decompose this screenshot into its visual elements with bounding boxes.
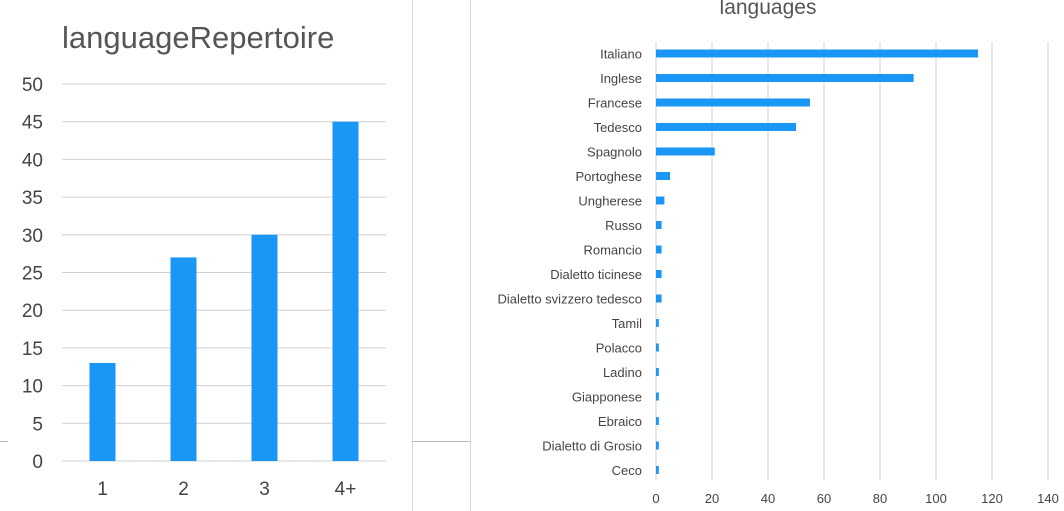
bar-italiano xyxy=(656,49,978,58)
language-repertoire-panel: languageRepertoire 0 5 10 15 20 25 30 35 40 45 50 1… xyxy=(0,0,413,511)
x-tick-label: 2 xyxy=(178,479,189,500)
category-label: Polacco xyxy=(596,341,642,356)
x-tick-label: 1 xyxy=(97,479,108,500)
category-label: Giapponese xyxy=(572,390,642,405)
divider-middle xyxy=(412,441,470,442)
y-tick-label: 5 xyxy=(32,414,43,435)
bar-tamil xyxy=(656,319,659,327)
y-tick-label: 45 xyxy=(22,113,43,134)
y-tick-label: 20 xyxy=(22,301,43,322)
bar-ebraico xyxy=(656,417,659,425)
bar-ungherese xyxy=(656,196,665,205)
y-tick-label: 40 xyxy=(22,150,43,171)
language-repertoire-chart: 0 5 10 15 20 25 30 35 40 45 50 1 2 3 4+ xyxy=(22,75,386,500)
languages-panel: languages 0 20 40 60 80 100 120 140 Italiano Ingl… xyxy=(470,0,1064,511)
y-tick-label: 30 xyxy=(22,226,43,247)
bar-dialetto-ticinese xyxy=(656,270,662,278)
category-label: Portoghese xyxy=(576,169,643,184)
bar-inglese xyxy=(656,74,914,82)
bar-polacco xyxy=(656,343,659,352)
bar-dialetto-di-grosio xyxy=(656,441,659,450)
category-label: Dialetto di Grosio xyxy=(542,439,642,454)
x-tick-label: 120 xyxy=(981,491,1003,506)
bar-romancio xyxy=(656,245,662,254)
bar-ceco xyxy=(656,466,659,474)
y-tick-label: 15 xyxy=(22,339,43,360)
category-label: Francese xyxy=(588,96,642,111)
x-tick-label: 3 xyxy=(259,479,270,500)
x-tick-label: 100 xyxy=(925,491,947,506)
y-tick-label: 0 xyxy=(32,452,43,473)
bar-spagnolo xyxy=(656,147,715,156)
y-tick-label: 50 xyxy=(22,75,43,96)
x-tick-label: 60 xyxy=(817,491,831,506)
bar-giapponese xyxy=(656,392,659,401)
x-tick-label: 4+ xyxy=(335,479,357,500)
bar-russo xyxy=(656,221,662,229)
x-tick-label: 80 xyxy=(873,491,887,506)
bar-francese xyxy=(656,98,810,107)
bar-2 xyxy=(170,257,197,461)
bar-4+ xyxy=(332,121,359,461)
chart-title-language-repertoire: languageRepertoire xyxy=(62,20,335,55)
bar-ladino xyxy=(656,368,659,376)
chart-title-languages: languages xyxy=(719,0,817,19)
category-label: Dialetto svizzero tedesco xyxy=(497,292,642,307)
x-tick-label: 0 xyxy=(652,491,659,506)
divider-left xyxy=(0,441,8,442)
category-label: Spagnolo xyxy=(587,145,642,160)
category-label: Tamil xyxy=(612,316,642,331)
x-tick-label: 20 xyxy=(705,491,719,506)
languages-chart: 0 20 40 60 80 100 120 140 Italiano Inglese Frances… xyxy=(497,42,1059,506)
category-label: Italiano xyxy=(600,47,642,62)
category-label: Russo xyxy=(605,218,642,233)
bar-dialetto-svizzero-tedesco xyxy=(656,294,662,303)
category-label: Tedesco xyxy=(594,120,642,135)
bar-portoghese xyxy=(656,172,670,180)
category-label: Ungherese xyxy=(578,194,642,209)
category-label: Ebraico xyxy=(598,414,642,429)
bar-3 xyxy=(251,234,278,461)
category-label: Romancio xyxy=(583,243,642,258)
category-label: Ladino xyxy=(603,365,642,380)
y-tick-label: 25 xyxy=(22,264,43,285)
bar-1 xyxy=(89,362,116,461)
category-label: Ceco xyxy=(612,463,642,478)
y-tick-label: 35 xyxy=(22,188,43,209)
x-tick-label: 140 xyxy=(1037,491,1059,506)
category-label: Inglese xyxy=(600,71,642,86)
bar-tedesco xyxy=(656,123,796,131)
y-tick-label: 10 xyxy=(22,377,43,398)
x-tick-label: 40 xyxy=(761,491,775,506)
category-label: Dialetto ticinese xyxy=(550,267,642,282)
